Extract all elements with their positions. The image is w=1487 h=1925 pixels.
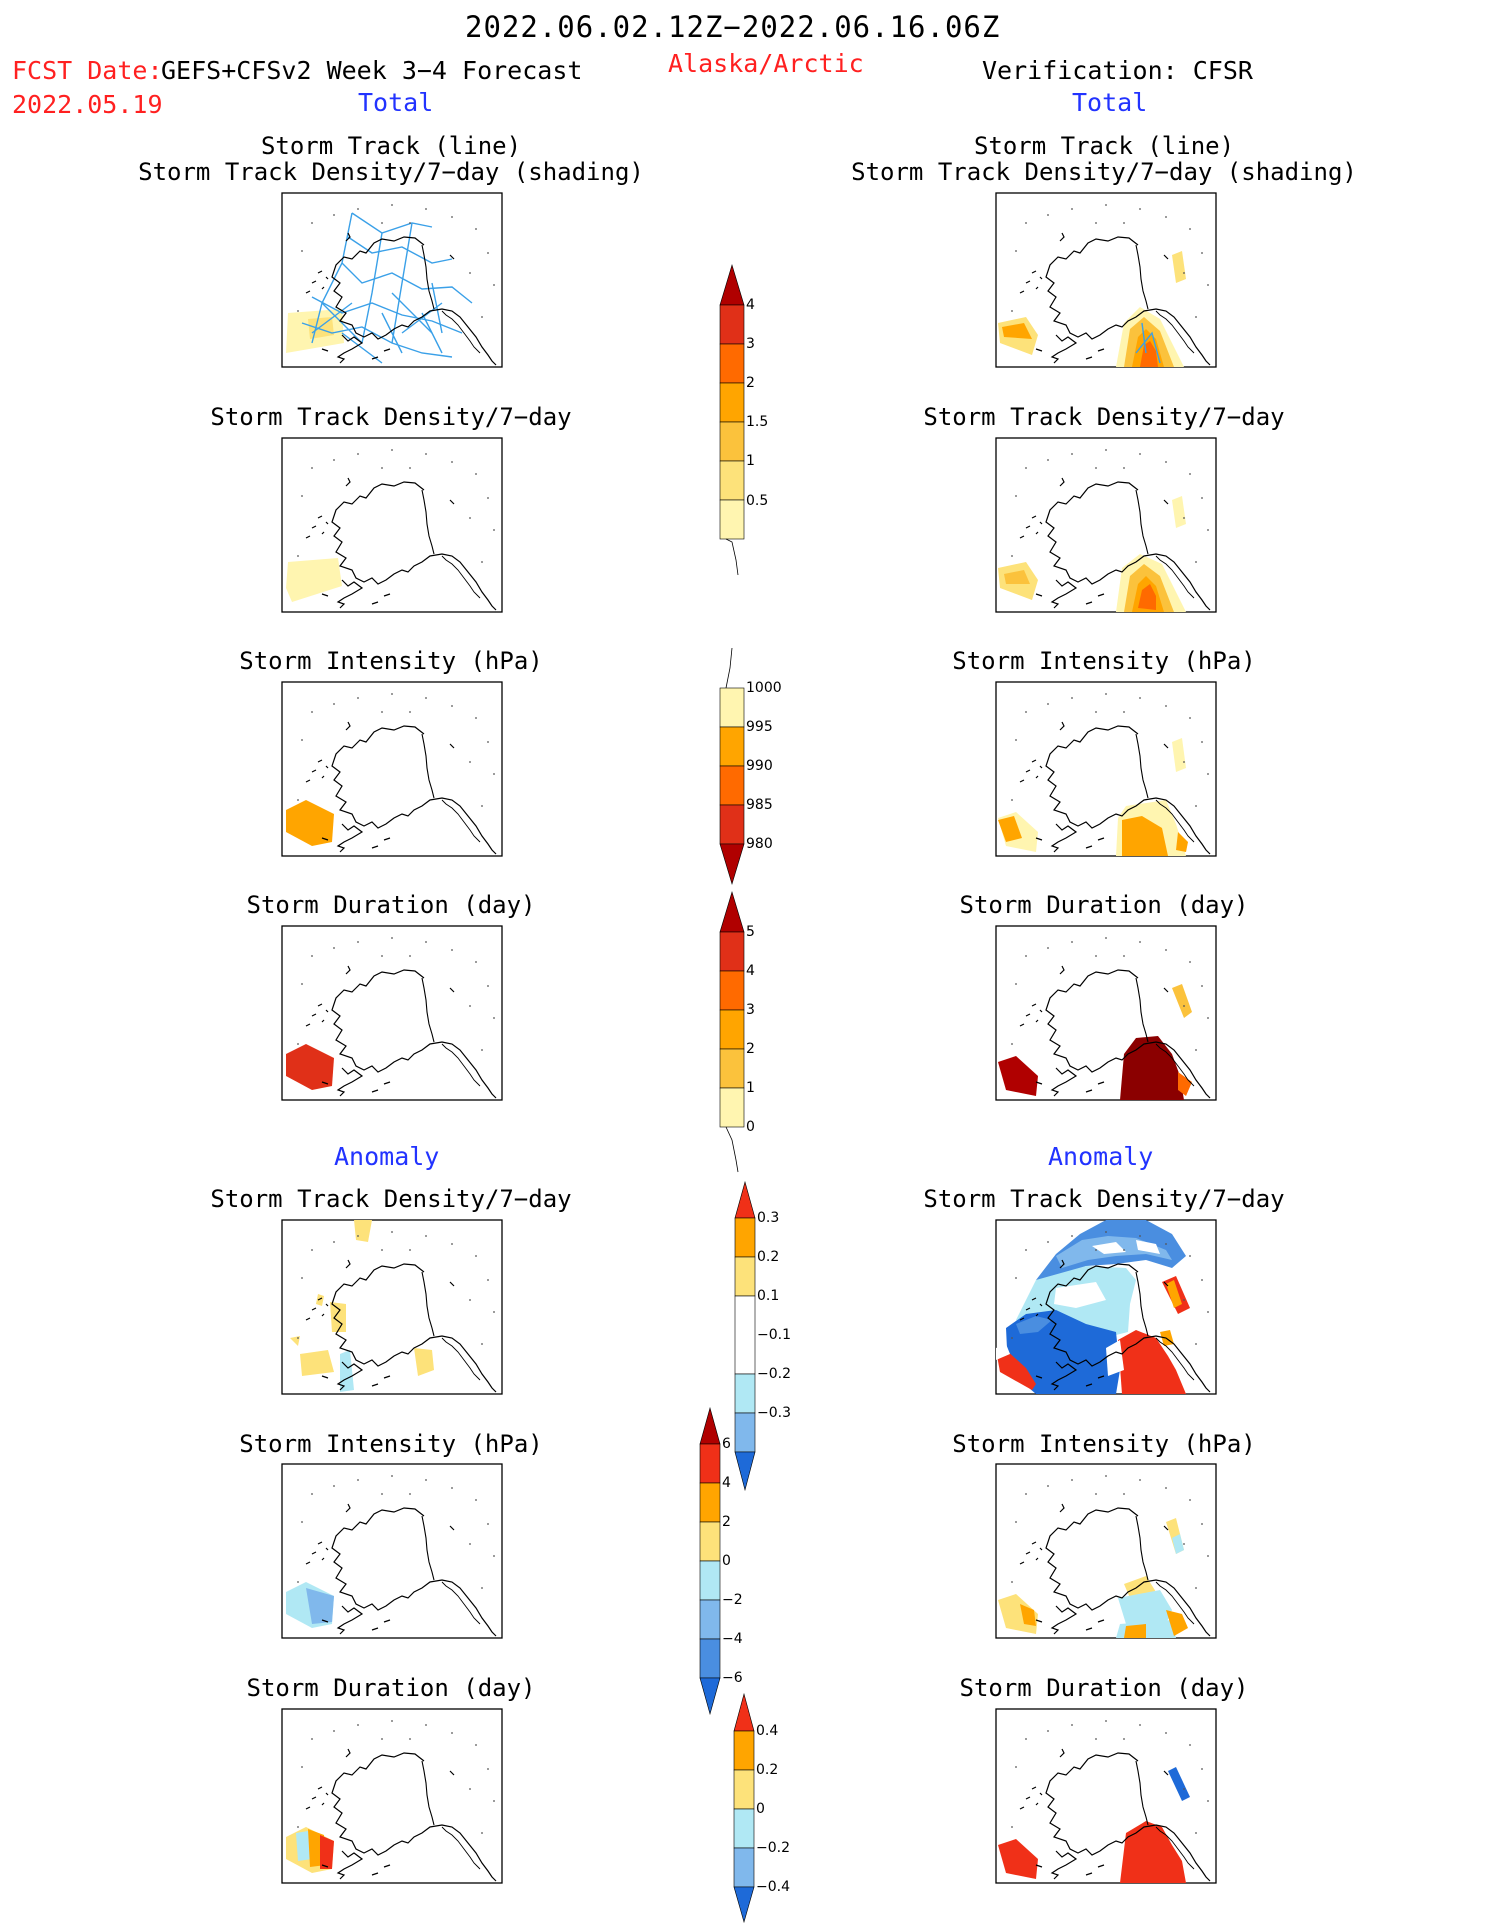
colorbar-tick-label: −0.1 <box>757 1327 791 1343</box>
map-panel-forecast-duration-anomaly <box>281 1708 503 1884</box>
map-panel-verification-intensity-anomaly <box>995 1463 1217 1639</box>
colorbar-tick-label: −4 <box>722 1631 743 1647</box>
colorbar-tick-label: 6 <box>722 1436 731 1452</box>
colorbar-tick-label: 1 <box>746 453 755 469</box>
map-panel-verification-duration <box>995 925 1217 1101</box>
colorbar-tick-label: 4 <box>722 1475 731 1491</box>
panel-title: Storm Track Density/7−day <box>210 403 572 431</box>
panel-title: Storm Track Density/7−day <box>923 1185 1285 1213</box>
colorbar-tick-label: 980 <box>746 836 773 852</box>
panel-title: Storm Duration (day) <box>246 1674 536 1702</box>
colorbar-tick-label: 0.2 <box>756 1762 778 1778</box>
colorbar-tick-label: 2 <box>746 375 755 391</box>
date-range-title: 2022.06.02.12Z−2022.06.16.06Z <box>465 10 1001 44</box>
colorbar-total-intensity: 1000 995 990 985 980 <box>719 647 782 886</box>
map-panel-forecast-duration <box>281 925 503 1101</box>
region-label: Alaska/Arctic <box>668 49 864 78</box>
panel-title: Storm Intensity (hPa) <box>952 647 1256 675</box>
colorbar-tick-label: 0.2 <box>757 1249 779 1265</box>
map-panel-verification-intensity <box>995 681 1217 857</box>
colorbar-tick-label: −6 <box>722 1670 743 1686</box>
colorbar-tick-label: 4 <box>746 963 755 979</box>
fcst-date-label: FCST Date: <box>12 56 163 85</box>
colorbar-tick-label: 0.5 <box>746 493 768 509</box>
colorbar-tick-label: 1.5 <box>746 414 768 430</box>
panel-title: Storm Intensity (hPa) <box>239 1430 543 1458</box>
colorbar-tick-label: 0 <box>756 1801 765 1817</box>
colorbar-anomaly-density: 0.3 0.2 0.1 −0.1 −0.2 −0.3 <box>734 1180 791 1492</box>
colorbar-tick-label: 5 <box>746 924 755 940</box>
map-panel-forecast-track <box>281 192 503 368</box>
colorbar-tick-label: 0.1 <box>757 1288 779 1304</box>
map-panel-forecast-intensity-anomaly <box>281 1463 503 1639</box>
fcst-date-value: 2022.05.19 <box>12 90 163 119</box>
panel-title: Storm Duration (day) <box>959 1674 1249 1702</box>
colorbar-tick-label: 1000 <box>746 680 782 696</box>
colorbar-anomaly-intensity: 6 4 2 0 −2 −4 −6 <box>699 1406 743 1716</box>
colorbar-tick-label: 0.4 <box>756 1723 778 1739</box>
colorbar-total-density: 4 3 2 1.5 1 0.5 <box>719 263 768 576</box>
map-panel-verification-track <box>995 192 1217 368</box>
panel-title: Storm Intensity (hPa) <box>239 647 543 675</box>
colorbar-tick-label: 2 <box>746 1041 755 1057</box>
total-left-label: Total <box>358 88 434 117</box>
panel-title: Storm Track Density/7−day <box>923 403 1285 431</box>
colorbar-anomaly-duration: 0.4 0.2 0 −0.2 −0.4 <box>733 1692 790 1924</box>
panel-title: Storm Duration (day) <box>959 891 1249 919</box>
map-panel-verification-density <box>995 437 1217 613</box>
map-panel-forecast-density-anomaly <box>281 1219 503 1395</box>
panel-title: Storm Intensity (hPa) <box>952 1430 1256 1458</box>
panel-title: Storm Duration (day) <box>246 891 536 919</box>
panel-title: Storm Track (line) <box>973 132 1235 160</box>
anomaly-left-label: Anomaly <box>334 1142 440 1171</box>
colorbar-tick-label: −0.2 <box>757 1366 791 1382</box>
colorbar-tick-label: 0.3 <box>757 1210 779 1226</box>
colorbar-tick-label: 0 <box>746 1119 755 1135</box>
verification-label: Verification: CFSR <box>982 56 1253 85</box>
colorbar-tick-label: 1 <box>746 1080 755 1096</box>
map-panel-verification-duration-anomaly <box>995 1708 1217 1884</box>
map-panel-forecast-density <box>281 437 503 613</box>
colorbar-total-duration: 5 4 3 2 1 0 <box>719 890 755 1173</box>
forecast-label: GEFS+CFSv2 Week 3−4 Forecast <box>161 56 583 85</box>
colorbar-tick-label: 4 <box>746 297 755 313</box>
colorbar-tick-label: −2 <box>722 1592 743 1608</box>
anomaly-right-label: Anomaly <box>1048 1142 1154 1171</box>
colorbar-tick-label: 3 <box>746 1002 755 1018</box>
panel-title: Storm Track Density/7−day <box>210 1185 572 1213</box>
colorbar-tick-label: −0.2 <box>756 1840 790 1856</box>
panel-title: Storm Track (line) <box>260 132 522 160</box>
colorbar-tick-label: 2 <box>722 1514 731 1530</box>
colorbar-tick-label: 0 <box>722 1553 731 1569</box>
map-panel-verification-density-anomaly <box>995 1219 1217 1395</box>
colorbar-tick-label: −0.4 <box>756 1879 790 1895</box>
colorbar-tick-label: −0.3 <box>757 1405 791 1421</box>
total-right-label: Total <box>1072 88 1148 117</box>
colorbar-tick-label: 995 <box>746 719 773 735</box>
map-panel-forecast-intensity <box>281 681 503 857</box>
colorbar-tick-label: 985 <box>746 797 773 813</box>
colorbar-tick-label: 3 <box>746 336 755 352</box>
panel-title: Storm Track Density/7−day (shading) <box>851 158 1357 186</box>
colorbar-tick-label: 990 <box>746 758 773 774</box>
panel-title: Storm Track Density/7−day (shading) <box>138 158 644 186</box>
